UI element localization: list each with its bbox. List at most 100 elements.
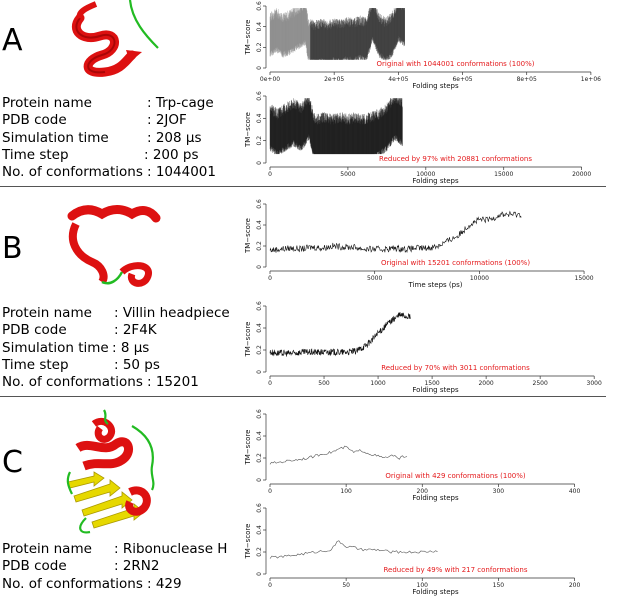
- y-tick-label: 0.4: [256, 431, 263, 441]
- chart-svg: 0 0.2 0.4 0.6 TM−score 0e+00 2e+05 4e+05 6e+05 8e…: [244, 1, 601, 90]
- x-tick-label: 4e+05: [388, 76, 408, 83]
- y-tick-label: 0.2: [256, 136, 263, 146]
- chart-b-reduced: 0 0.2 0.4 0.6 TM−score 0 500 1000 1500 2000 2500 30…: [240, 298, 617, 394]
- series-line: [269, 210, 522, 254]
- y-tick-label: 0.4: [256, 113, 263, 123]
- x-tick-label: 200: [569, 582, 581, 589]
- info-value: : 208 µs: [147, 129, 202, 146]
- x-axis-label: Folding steps: [412, 588, 459, 596]
- info-label: Simulation time: [2, 129, 109, 146]
- info-value: : 1044001: [147, 164, 216, 181]
- info-label: No. of conformations: [2, 374, 143, 391]
- x-tick-label: 200: [417, 488, 429, 495]
- panel-divider: [0, 396, 606, 397]
- y-tick-label: 0: [256, 478, 263, 482]
- x-tick-label: 1e+06: [581, 76, 601, 83]
- x-tick-label: 0: [268, 582, 272, 589]
- y-axis-label: TM−score: [244, 524, 252, 560]
- chart-c-original: 0 0.2 0.4 0.6 TM−score 0 100 200 300 400 Folding s…: [240, 406, 617, 502]
- protein-structure-image: [67, 205, 161, 287]
- panel-letter: C: [2, 445, 23, 480]
- info-label: No. of conformations: [2, 164, 143, 181]
- y-tick-label: 0: [256, 66, 263, 70]
- chart-annotation: Reduced by 97% with 20881 conformations: [379, 155, 532, 163]
- x-tick-label: 0: [268, 275, 272, 282]
- chart-svg: 0 0.2 0.4 0.6 TM−score 0 100 200 300 400 Folding s…: [244, 409, 580, 502]
- x-tick-label: 5000: [340, 171, 355, 178]
- x-tick-label: 300: [493, 488, 505, 495]
- info-label: Protein name: [2, 305, 92, 321]
- chart-svg: 0 0.2 0.4 0.6 TM−score 0 5000 10000 15000 Time st…: [244, 199, 594, 289]
- x-tick-label: 100: [417, 582, 429, 589]
- chart-annotation: Original with 1044001 conformations (100…: [376, 60, 534, 68]
- info-value: : Ribonuclease H: [114, 541, 228, 557]
- chart-c-reduced: 0 0.2 0.4 0.6 TM−score 0 50 100 150 200 Folding st…: [240, 500, 617, 596]
- panel-divider: [0, 186, 606, 187]
- x-tick-label: 1000: [370, 380, 385, 387]
- y-tick-label: 0.2: [256, 345, 263, 355]
- x-tick-label: 500: [318, 380, 330, 387]
- info-value: : 200 ps: [144, 146, 199, 163]
- panel-letter: B: [2, 231, 23, 266]
- x-tick-label: 100: [340, 488, 352, 495]
- y-tick-label: 0.2: [256, 241, 263, 251]
- data-series: [269, 540, 438, 559]
- data-series: [269, 8, 405, 60]
- x-tick-label: 10000: [416, 171, 435, 178]
- protein-structure-image: [66, 409, 155, 534]
- data-series: [269, 445, 408, 465]
- x-tick-label: 0: [268, 488, 272, 495]
- y-axis-label: TM−score: [244, 112, 252, 148]
- y-tick-label: 0: [256, 572, 263, 576]
- panel-letter: A: [2, 23, 23, 58]
- y-tick-label: 0.6: [256, 199, 263, 209]
- y-tick-label: 0.4: [256, 22, 263, 32]
- info-label: Time step: [2, 146, 69, 163]
- x-tick-label: 2000: [478, 380, 493, 387]
- y-tick-label: 0.4: [256, 525, 263, 535]
- series-line: [269, 540, 438, 559]
- info-label: PDB code: [2, 558, 67, 575]
- y-tick-label: 0.2: [256, 547, 263, 557]
- chart-b-original: 0 0.2 0.4 0.6 TM−score 0 5000 10000 15000 Time st…: [240, 196, 617, 292]
- y-tick-label: 0: [256, 370, 263, 374]
- chart-a-original: 0 0.2 0.4 0.6 TM−score 0e+00 2e+05 4e+05 6e+05 8e…: [240, 0, 617, 90]
- info-label: PDB code: [2, 112, 67, 129]
- info-value: : Trp-cage: [147, 95, 214, 111]
- info-value: : 50 ps: [114, 356, 160, 373]
- y-tick-label: 0.6: [256, 301, 263, 311]
- chart-annotation: Reduced by 49% with 217 conformations: [383, 566, 527, 574]
- chart-svg: 0 0.2 0.4 0.6 TM−score 0 50 100 150 200 Folding st…: [244, 503, 581, 596]
- y-tick-label: 0.6: [256, 1, 263, 11]
- y-tick-label: 0.6: [256, 409, 263, 419]
- info-value: : 2F4K: [114, 322, 157, 339]
- x-tick-label: 3000: [587, 380, 602, 387]
- info-value: : 429: [147, 575, 182, 592]
- series-line: [269, 445, 408, 465]
- x-tick-label: 150: [493, 582, 505, 589]
- chart-annotation: Original with 15201 conformations (100%): [381, 259, 530, 267]
- y-tick-label: 0: [256, 265, 263, 269]
- data-series: [269, 210, 522, 254]
- chart-a-reduced: 0 0.2 0.4 0.6 TM−score 0 5000 10000 15000 20000 Fo…: [240, 90, 617, 185]
- panel-b: B Protein name: Villin headpiece PDB cod…: [0, 188, 617, 394]
- y-tick-label: 0: [256, 161, 263, 165]
- chart-svg: 0 0.2 0.4 0.6 TM−score 0 500 1000 1500 2000 2500 30…: [244, 301, 602, 394]
- data-series: [269, 98, 403, 155]
- x-tick-label: 15000: [575, 275, 594, 282]
- series-line: [269, 311, 411, 357]
- info-value: : Villin headpiece: [114, 305, 230, 321]
- y-axis-label: TM−score: [244, 430, 252, 466]
- x-axis-label: Folding steps: [412, 386, 459, 394]
- x-tick-label: 10000: [470, 275, 489, 282]
- x-axis-label: Time steps (ps): [408, 281, 463, 289]
- info-value: : 2RN2: [114, 558, 160, 575]
- y-tick-label: 0.4: [256, 323, 263, 333]
- y-axis-label: TM−score: [244, 20, 252, 56]
- y-tick-label: 0.2: [256, 42, 263, 52]
- protein-structure-image: [71, 0, 159, 77]
- x-tick-label: 8e+05: [517, 76, 537, 83]
- info-value: : 8 µs: [112, 339, 150, 356]
- y-tick-label: 0.6: [256, 91, 263, 101]
- y-axis-label: TM−score: [244, 322, 252, 358]
